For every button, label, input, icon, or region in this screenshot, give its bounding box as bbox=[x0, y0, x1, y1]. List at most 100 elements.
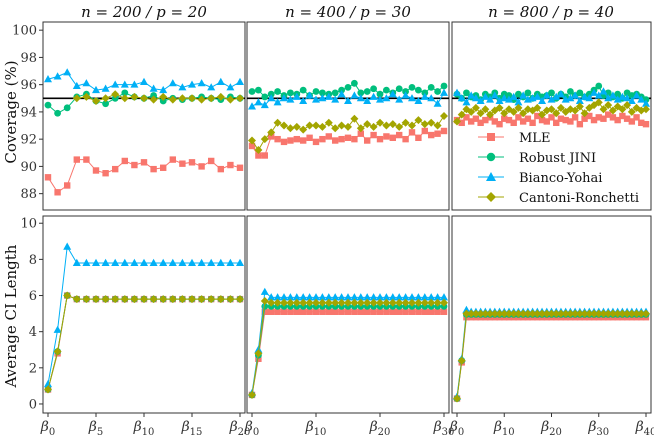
data-point bbox=[529, 119, 536, 127]
data-point bbox=[178, 295, 187, 304]
data-point bbox=[618, 92, 627, 100]
data-point bbox=[467, 309, 476, 318]
data-point bbox=[642, 105, 650, 114]
data-point bbox=[548, 89, 555, 97]
data-point bbox=[150, 92, 158, 99]
data-point bbox=[500, 109, 509, 118]
data-point bbox=[53, 72, 62, 80]
data-point bbox=[227, 161, 234, 169]
x-tick-label: β10 bbox=[133, 419, 155, 436]
series-bianco-yohai bbox=[248, 88, 448, 110]
data-point bbox=[312, 95, 320, 103]
data-point bbox=[477, 119, 484, 127]
data-point bbox=[440, 298, 448, 307]
data-point bbox=[594, 98, 603, 107]
data-point bbox=[476, 309, 485, 318]
data-point bbox=[274, 135, 281, 143]
data-point bbox=[292, 92, 301, 100]
data-point bbox=[300, 308, 307, 315]
data-point bbox=[401, 298, 410, 307]
data-point bbox=[414, 116, 423, 125]
data-point bbox=[552, 109, 561, 118]
y-tick-label: 94 bbox=[20, 105, 37, 120]
data-point bbox=[605, 111, 612, 118]
data-point bbox=[395, 122, 404, 131]
data-point bbox=[159, 295, 168, 304]
data-point bbox=[396, 131, 403, 139]
data-point bbox=[383, 86, 390, 94]
data-point bbox=[458, 119, 465, 127]
data-point bbox=[92, 167, 100, 174]
data-point bbox=[305, 293, 314, 301]
data-point bbox=[267, 298, 276, 307]
data-point bbox=[599, 309, 608, 318]
series-cantoni-ronchetti bbox=[453, 309, 650, 403]
data-point bbox=[111, 295, 120, 304]
data-point bbox=[332, 308, 339, 315]
data-point bbox=[260, 100, 269, 109]
data-point bbox=[542, 309, 551, 318]
data-point bbox=[280, 293, 288, 301]
data-point bbox=[356, 124, 365, 133]
data-point bbox=[207, 94, 216, 103]
data-point bbox=[389, 134, 396, 141]
data-point bbox=[267, 128, 276, 137]
data-point bbox=[383, 133, 390, 140]
data-point bbox=[254, 146, 263, 155]
data-point bbox=[63, 291, 72, 300]
panel-title-2: n = 400 / p = 30 bbox=[285, 3, 411, 21]
legend-item-mle: MLE bbox=[478, 131, 550, 146]
data-point bbox=[92, 97, 100, 106]
data-point bbox=[82, 258, 91, 266]
data-point bbox=[590, 116, 598, 124]
data-point bbox=[216, 258, 225, 266]
data-point bbox=[486, 95, 495, 103]
data-point bbox=[434, 88, 441, 95]
data-point bbox=[575, 102, 584, 111]
data-point bbox=[130, 295, 139, 304]
data-point bbox=[496, 120, 503, 128]
data-point bbox=[543, 118, 550, 125]
data-point bbox=[120, 80, 129, 88]
data-point bbox=[472, 115, 480, 122]
data-point bbox=[637, 95, 646, 103]
data-point bbox=[514, 309, 523, 318]
data-point bbox=[351, 308, 358, 315]
data-point bbox=[102, 170, 109, 177]
panel-frame bbox=[42, 215, 246, 414]
data-point bbox=[556, 90, 565, 98]
data-point bbox=[332, 137, 339, 144]
data-point bbox=[576, 89, 584, 97]
data-point bbox=[236, 295, 244, 304]
legend: MLE Robust JINI Bianco-Yohai Cantoni-Ron… bbox=[478, 131, 639, 206]
data-point bbox=[553, 119, 560, 127]
data-point bbox=[299, 86, 307, 94]
data-point bbox=[179, 160, 186, 167]
y-tick-label: 96 bbox=[20, 78, 37, 93]
data-point bbox=[623, 101, 632, 110]
data-point bbox=[408, 129, 416, 136]
data-point bbox=[305, 298, 314, 307]
data-point bbox=[433, 99, 442, 107]
data-point bbox=[53, 325, 62, 333]
data-point bbox=[267, 94, 276, 102]
data-point bbox=[567, 118, 574, 125]
data-point bbox=[102, 100, 109, 108]
data-point bbox=[140, 258, 148, 266]
data-point bbox=[440, 127, 448, 135]
data-point bbox=[428, 131, 435, 139]
data-point bbox=[92, 85, 100, 94]
data-point bbox=[350, 298, 359, 307]
data-point bbox=[274, 88, 281, 95]
data-point bbox=[168, 258, 177, 266]
legend-label-robust-jini: Robust JINI bbox=[519, 151, 596, 166]
data-point bbox=[159, 258, 168, 266]
data-point bbox=[363, 88, 371, 95]
data-point bbox=[44, 101, 52, 109]
legend-circle-marker bbox=[486, 152, 496, 162]
data-point bbox=[286, 293, 295, 301]
data-point bbox=[501, 115, 508, 122]
data-point bbox=[83, 156, 90, 163]
data-point bbox=[580, 309, 589, 318]
data-point bbox=[495, 309, 504, 318]
